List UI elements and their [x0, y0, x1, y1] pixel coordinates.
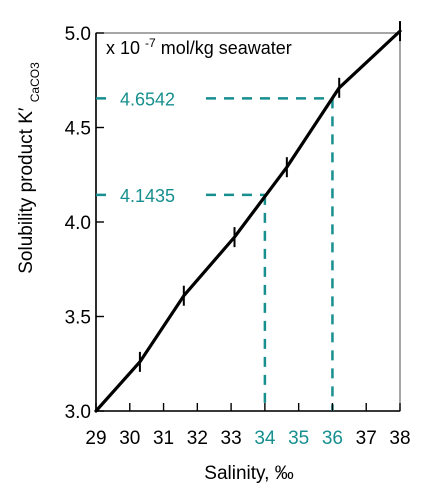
x-tick-label: 31	[153, 428, 174, 449]
unit-note-prefix: x 10	[106, 38, 140, 58]
x-axis-title: Salinity, ‰	[204, 463, 293, 484]
y-axis-title-subscript: CaCO3	[28, 62, 42, 102]
series-layer	[94, 21, 402, 413]
x-tick-label: 30	[119, 428, 140, 449]
y-tick-label: 4.0	[65, 213, 91, 234]
unit-note-exponent: -7	[145, 36, 156, 50]
x-tick-label: 29	[85, 428, 106, 449]
unit-note-suffix: mol/kg seawater	[161, 38, 292, 58]
x-tick-label: 38	[389, 428, 410, 449]
series-line	[94, 29, 402, 413]
unit-note: x 10 -7 mol/kg seawater	[106, 36, 292, 58]
x-tick-label: 35	[288, 428, 309, 449]
y-axis-title-main: Solubility product K′	[16, 107, 37, 274]
y-axis-title: Solubility product K′ CaCO3	[16, 62, 42, 274]
x-tick-label: 36	[322, 428, 343, 449]
x-tick-label: 33	[221, 428, 242, 449]
tick-layer: 29 30 31 32 33 34 35 36 37 38 3.0 3.5 4.0 4.5 5.0	[65, 24, 411, 449]
x-tick-label: 34	[254, 428, 276, 449]
y-tick-label: 4.5	[65, 119, 91, 140]
y-tick-label: 3.0	[65, 402, 91, 423]
x-tick-label: 32	[187, 428, 208, 449]
annotation-label: 4.1435	[120, 186, 175, 206]
y-tick-label: 5.0	[65, 24, 91, 45]
y-tick-label: 3.5	[65, 308, 91, 329]
x-tick-label: 37	[356, 428, 377, 449]
annotation-layer: 4.1435 4.6542	[96, 89, 334, 411]
annotation-label: 4.6542	[120, 89, 175, 109]
